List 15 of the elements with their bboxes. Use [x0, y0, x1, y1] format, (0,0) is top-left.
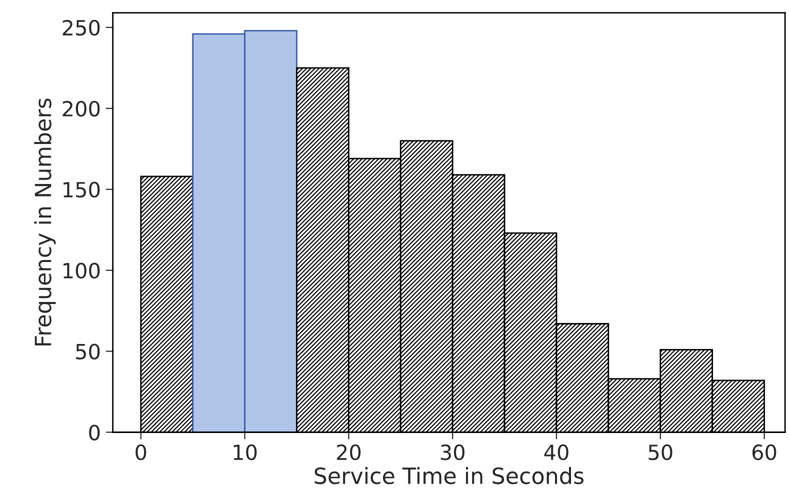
x-tick-label: 40 [544, 444, 568, 460]
x-tick-label: 60 [752, 444, 776, 460]
x-axis-title: Service Time in Seconds [314, 466, 584, 484]
y-tick-label: 150 [64, 182, 100, 198]
y-axis-title: Frequency in Numbers [34, 98, 56, 346]
x-tick-label: 20 [336, 444, 361, 460]
y-tick-label: 200 [62, 100, 100, 117]
y-tick-label: 100 [64, 262, 100, 279]
x-tick-label: 30 [440, 444, 464, 460]
x-tick-label: 10 [234, 444, 257, 460]
x-tick-label: 0 [136, 444, 146, 460]
y-tick-label: 50 [76, 344, 100, 360]
x-tick-label: 50 [648, 444, 672, 460]
y-tick-label: 0 [89, 424, 100, 440]
y-tick-label: 250 [62, 20, 100, 36]
